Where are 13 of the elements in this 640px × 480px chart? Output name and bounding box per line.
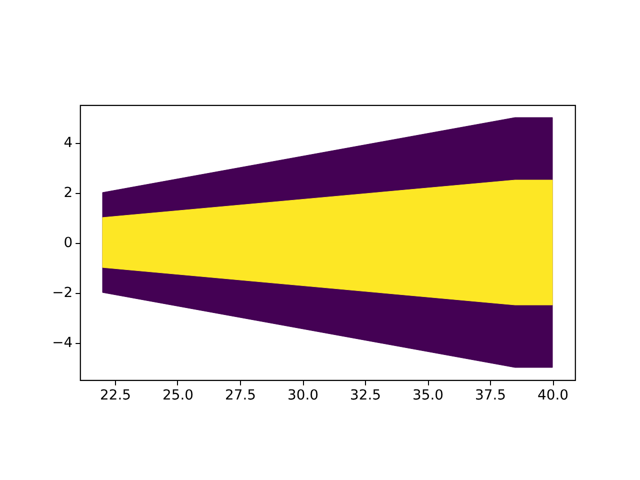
y-tick-label: −4 [52, 335, 73, 351]
x-tick-label: 27.5 [225, 387, 256, 404]
y-tick-label: 2 [64, 185, 73, 201]
x-tick-label: 25.0 [162, 387, 194, 404]
x-tick-label: 22.5 [100, 387, 131, 404]
y-tick-label: 4 [64, 135, 73, 151]
x-tick-label: 37.5 [475, 387, 506, 404]
y-tick-label: −2 [52, 285, 73, 301]
y-tick-label: 0 [64, 235, 73, 251]
x-tick-label: 35.0 [412, 387, 444, 404]
x-tick-label: 40.0 [538, 387, 568, 404]
x-tick-label: 32.5 [350, 387, 381, 404]
x-tick-label: 30.0 [288, 387, 318, 404]
